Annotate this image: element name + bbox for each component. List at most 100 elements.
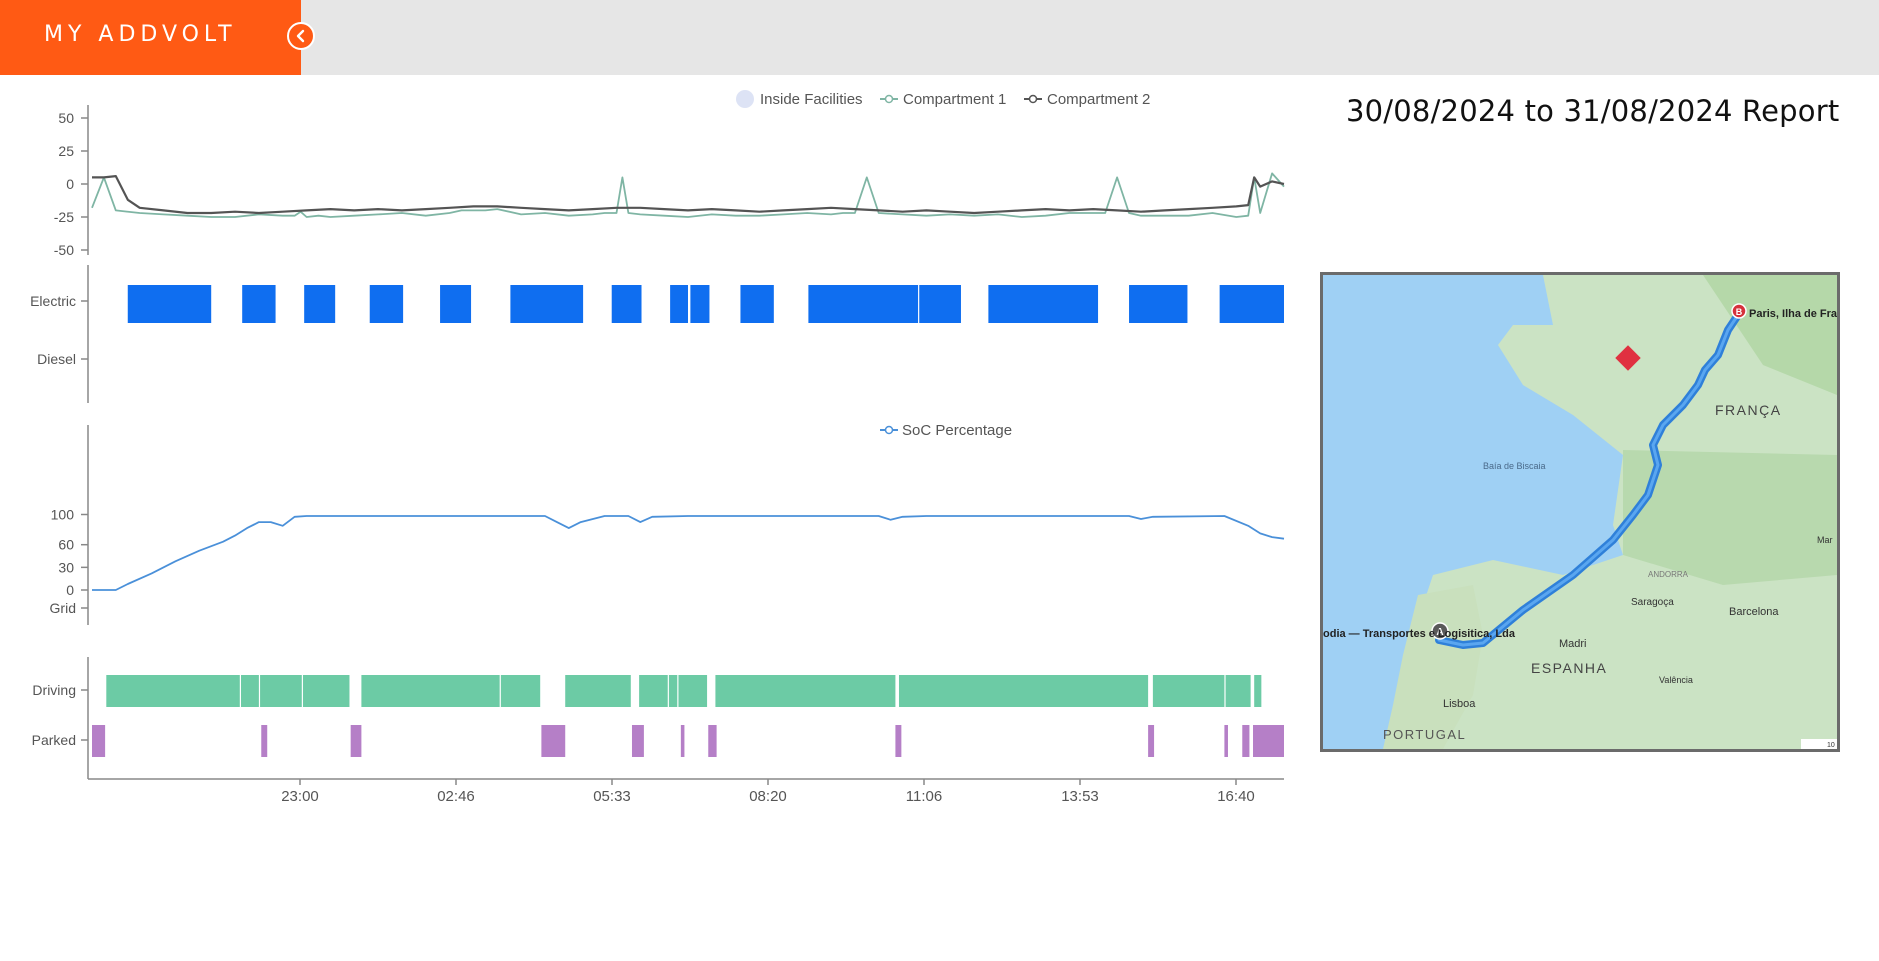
grid-label: Grid [50, 600, 76, 616]
soc-y-tick-label: 30 [58, 559, 74, 575]
label-mar: Mar [1817, 535, 1833, 545]
legend-compartment-2: Compartment 2 [1047, 91, 1150, 108]
legend-marker-dot-compartment-1 [884, 94, 894, 104]
energy-source-chart: Electric Diesel [30, 265, 1284, 403]
driving-bar [106, 675, 240, 707]
origin-label: odia — Transportes e Logisitica, Lda [1323, 628, 1516, 640]
temperature-chart: 50 25 0 -25 -50 Inside Facilities Compartmen… [54, 90, 1285, 258]
electric-bar [740, 285, 774, 323]
electric-bar [988, 285, 1099, 323]
parked-bar [350, 725, 362, 757]
legend-marker-inside-facilities [736, 90, 754, 108]
label-barcelona: Barcelona [1729, 606, 1779, 618]
compartment-2-line [92, 174, 1285, 215]
soc-chart: 100 60 30 0 Grid SoC Percentage [50, 422, 1285, 625]
electric-bar [611, 285, 642, 323]
x-tick-label: 23:00 [281, 788, 319, 805]
route-line-highlight [1437, 313, 1740, 647]
driving-bar [1152, 675, 1225, 707]
label-lisboa: Lisboa [1443, 698, 1476, 710]
parked-bar [92, 725, 106, 757]
electric-bar [369, 285, 404, 323]
legend-marker-dot-compartment-2 [1028, 94, 1038, 104]
map-relief [1623, 450, 1837, 585]
legend-inside-facilities: Inside Facilities [760, 91, 863, 108]
parked-bar [261, 725, 268, 757]
temperature-y-tick-label: -25 [54, 209, 74, 225]
label-zaragoza: Saragoça [1631, 597, 1674, 608]
temperature-y-tick-label: 50 [58, 110, 74, 126]
status-label-parked: Parked [32, 732, 76, 748]
driving-bar [1225, 675, 1251, 707]
electric-bar [919, 285, 961, 323]
label-valencia: Valência [1659, 675, 1693, 685]
map-canvas: A B Paris, Ilha de França, França odia —… [1323, 275, 1837, 749]
electric-bar [808, 285, 919, 323]
driving-bar [1254, 675, 1262, 707]
driving-bar [565, 675, 631, 707]
electric-bar [510, 285, 584, 323]
label-spain: ESPANHA [1531, 660, 1607, 676]
chevron-left-icon [296, 29, 305, 43]
soc-y-tick-label: 60 [58, 537, 74, 553]
brand-logo[interactable]: MY ADDVOLT [0, 0, 301, 75]
driving-bar [361, 675, 500, 707]
parked-bar [680, 725, 685, 757]
electric-bar [127, 285, 212, 323]
temperature-legend: Inside Facilities Compartment 1 Compartm… [736, 90, 1150, 108]
collapse-sidebar-button[interactable] [287, 22, 315, 50]
x-tick-label: 02:46 [437, 788, 475, 805]
electric-bar [670, 285, 688, 323]
report-title: 30/08/2024 to 31/08/2024 Report [1346, 94, 1840, 128]
destination-label: Paris, Ilha de França, França [1749, 308, 1837, 320]
map-scale-bar [1801, 739, 1837, 749]
label-andorra: ANDORRA [1648, 570, 1689, 579]
parked-bar [631, 725, 644, 757]
report-charts: 50 25 0 -25 -50 Inside Facilities Compartmen… [0, 75, 1300, 835]
parked-bar [895, 725, 902, 757]
legend-compartment-1: Compartment 1 [903, 91, 1006, 108]
driving-bar [668, 675, 678, 707]
x-tick-label: 13:53 [1061, 788, 1099, 805]
driving-bar [241, 675, 259, 707]
energy-label-diesel: Diesel [37, 351, 76, 367]
legend-marker-dot-soc [884, 425, 894, 435]
temperature-y-tick-label: -50 [54, 242, 74, 258]
map-scale-label: 10 [1827, 742, 1835, 749]
label-portugal: PORTUGAL [1383, 727, 1466, 742]
charts-canvas: 50 25 0 -25 -50 Inside Facilities Compartmen… [30, 90, 1285, 805]
parked-bar [708, 725, 717, 757]
soc-line [92, 515, 1285, 591]
energy-label-electric: Electric [30, 293, 76, 309]
driving-bar [302, 675, 350, 707]
parked-bar [1253, 725, 1284, 757]
status-label-driving: Driving [32, 682, 76, 698]
electric-bar [1219, 285, 1284, 323]
x-tick-label: 11:06 [906, 788, 942, 805]
electric-bar [242, 285, 276, 323]
parked-bar [541, 725, 566, 757]
parked-bar [1148, 725, 1155, 757]
electric-bar [690, 285, 710, 323]
destination-marker[interactable] [1731, 303, 1747, 319]
route-map[interactable]: A B Paris, Ilha de França, França odia —… [1320, 272, 1840, 752]
x-tick-label: 16:40 [1217, 788, 1255, 805]
origin-marker[interactable] [1431, 622, 1449, 640]
vehicle-status-chart: Driving Parked 23:00 02:46 05:33 08:20 11:06… [32, 657, 1284, 805]
x-tick-label: 08:20 [749, 788, 787, 805]
legend-soc-percentage: SoC Percentage [902, 422, 1012, 439]
soc-y-tick-label: 0 [66, 582, 74, 598]
electric-bar [304, 285, 336, 323]
map-portugal [1383, 585, 1483, 749]
electric-bar [440, 285, 472, 323]
label-madrid: Madri [1559, 638, 1587, 650]
soc-legend: SoC Percentage [880, 422, 1012, 439]
label-biscay: Baía de Biscaia [1483, 461, 1546, 471]
driving-bar [639, 675, 668, 707]
electric-bar [1129, 285, 1188, 323]
temperature-y-tick-label: 0 [66, 176, 74, 192]
origin-marker-label: A [1436, 627, 1443, 638]
driving-bar [678, 675, 708, 707]
parked-bar [1242, 725, 1250, 757]
driving-bar [260, 675, 302, 707]
